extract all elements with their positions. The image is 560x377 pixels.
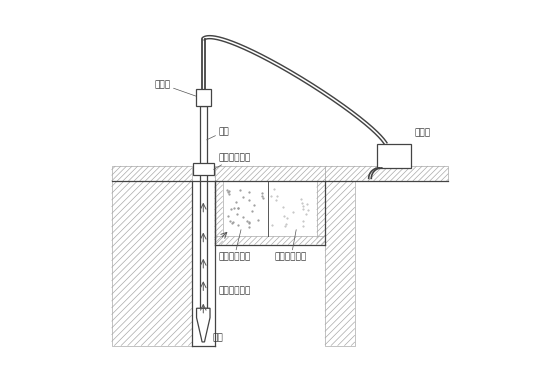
Bar bbox=[111, 166, 192, 181]
Text: 泥浆循环方向: 泥浆循环方向 bbox=[218, 286, 250, 295]
Text: 沉淀池及沉砂: 沉淀池及沉砂 bbox=[218, 230, 250, 262]
Bar bbox=[193, 163, 213, 175]
Bar bbox=[111, 181, 192, 346]
Text: 泥浆池及泥浆: 泥浆池及泥浆 bbox=[275, 230, 307, 262]
Bar bbox=[316, 181, 325, 245]
Text: 泥浆泵: 泥浆泵 bbox=[415, 129, 431, 138]
Bar bbox=[214, 181, 325, 245]
Bar bbox=[377, 144, 411, 168]
Text: 钻机压钻装置: 钻机压钻装置 bbox=[213, 153, 250, 169]
Text: 钻杆: 钻杆 bbox=[207, 127, 229, 140]
Bar bbox=[325, 181, 355, 346]
Text: 钻头: 钻头 bbox=[213, 333, 223, 342]
Bar bbox=[214, 181, 223, 245]
Bar bbox=[214, 236, 325, 245]
Bar bbox=[214, 166, 325, 181]
Polygon shape bbox=[197, 308, 210, 342]
Text: 水龙头: 水龙头 bbox=[155, 80, 196, 96]
Bar bbox=[192, 181, 214, 346]
Bar bbox=[200, 106, 207, 308]
Bar bbox=[196, 89, 211, 106]
Bar bbox=[325, 166, 449, 181]
